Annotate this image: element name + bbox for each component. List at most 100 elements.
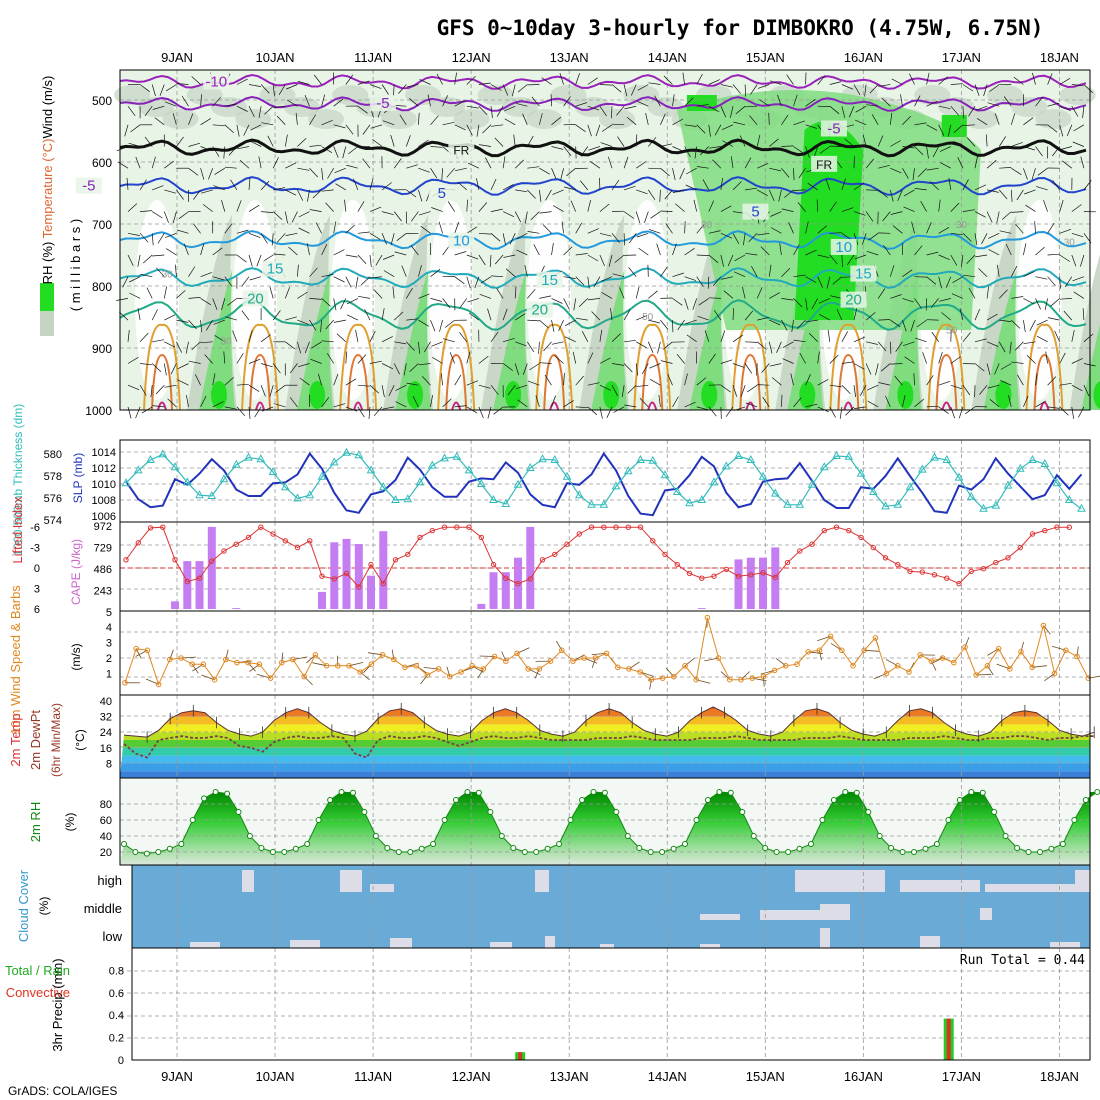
wind-barb bbox=[151, 363, 162, 372]
wind-barb bbox=[1035, 276, 1048, 280]
bottom-date-axis: 9JAN 10JAN 11JAN 12JAN 13JAN 14JAN 15JAN 16JAN 1… bbox=[161, 1069, 1079, 1084]
thickness-marker bbox=[868, 486, 878, 495]
wind-barb bbox=[517, 84, 528, 93]
wind-barb bbox=[769, 319, 781, 326]
wind-barb bbox=[827, 329, 831, 342]
wind-barb bbox=[950, 105, 959, 116]
wind-speed-marker bbox=[995, 645, 1002, 652]
thickness-marker bbox=[611, 481, 621, 490]
wind-barb bbox=[345, 224, 355, 234]
cloud-high-bar bbox=[242, 870, 254, 892]
thickness-marker bbox=[293, 493, 302, 502]
wind-barb bbox=[686, 334, 697, 343]
wind-barb bbox=[224, 223, 233, 234]
wind-barb bbox=[704, 330, 710, 342]
wind-barb bbox=[781, 394, 783, 407]
wind-barb bbox=[648, 167, 661, 170]
wind-barb bbox=[1059, 105, 1071, 112]
thickness-marker bbox=[219, 474, 229, 483]
wind-barb bbox=[739, 135, 746, 147]
wind-barb bbox=[241, 276, 250, 287]
wind-barb bbox=[165, 101, 177, 107]
wind-barb bbox=[164, 384, 177, 388]
wind-barb bbox=[563, 276, 576, 279]
wind-barb bbox=[950, 384, 963, 390]
wind-barb bbox=[454, 72, 457, 85]
wind-barb bbox=[563, 146, 572, 157]
rh-contour-max bbox=[799, 381, 816, 409]
cloud-low-bar bbox=[600, 944, 614, 948]
wind-barb bbox=[1071, 84, 1084, 87]
wind-barb bbox=[418, 293, 430, 299]
wind-barb bbox=[181, 95, 189, 107]
wind-barb bbox=[672, 168, 676, 180]
wind-barb bbox=[418, 112, 420, 125]
rh-contour-max bbox=[995, 381, 1012, 409]
wind-barb bbox=[1029, 319, 1036, 331]
wind-barb bbox=[272, 363, 281, 374]
y-tick-label: 0 bbox=[118, 1055, 124, 1067]
lifted-index-marker bbox=[944, 575, 950, 581]
date-label: 17JAN bbox=[942, 50, 981, 65]
wind-barb bbox=[580, 146, 589, 157]
cloud-middle-bar bbox=[980, 908, 992, 920]
wind-barb bbox=[317, 373, 322, 386]
wind-barb bbox=[527, 380, 540, 386]
wind-barb bbox=[619, 287, 625, 299]
isotherm-label: -5 bbox=[376, 95, 389, 112]
wind-barb bbox=[454, 276, 465, 285]
wind-barb bbox=[455, 167, 467, 172]
wind-speed-marker bbox=[200, 661, 207, 668]
wind-barb bbox=[611, 363, 624, 366]
wind-barb bbox=[649, 378, 661, 386]
wind-barb bbox=[412, 396, 419, 408]
isotherm-25 bbox=[633, 323, 672, 411]
rh-marker bbox=[258, 845, 265, 851]
cape-bar bbox=[477, 603, 486, 609]
wind-barb bbox=[612, 123, 625, 126]
wind-barb bbox=[1023, 117, 1034, 126]
rh-marker bbox=[132, 849, 139, 855]
wind-barb bbox=[684, 276, 697, 281]
isotherm-label: 15 bbox=[541, 272, 558, 289]
wind-barb bbox=[333, 221, 337, 234]
wind-barb bbox=[744, 157, 752, 169]
wind-barb bbox=[406, 189, 417, 198]
upper-air-ylabel-part: Temperature (°C) bbox=[40, 139, 55, 239]
rh-contour-label: 30 bbox=[701, 220, 713, 231]
wind-barb bbox=[684, 97, 694, 107]
rh-marker bbox=[933, 841, 940, 847]
wind-barb bbox=[321, 274, 334, 278]
cloud-high-bar bbox=[900, 880, 980, 892]
wind-barb bbox=[538, 341, 540, 354]
wind-barb bbox=[369, 206, 382, 212]
wind-speed-marker bbox=[379, 652, 386, 658]
wind-barb bbox=[295, 112, 298, 125]
wind-barb bbox=[191, 76, 201, 85]
wind-barb bbox=[360, 276, 371, 286]
wind-barb bbox=[223, 146, 226, 159]
wind-barb bbox=[649, 363, 661, 369]
wind-barb bbox=[128, 142, 141, 147]
wind-barb bbox=[1023, 320, 1026, 333]
wind-barb bbox=[564, 319, 576, 327]
wind-barb bbox=[395, 384, 407, 391]
wind-speed-marker bbox=[335, 663, 341, 669]
wind-barb bbox=[496, 288, 504, 299]
wind-barb bbox=[267, 135, 274, 147]
rh-marker bbox=[372, 833, 379, 839]
y-tick-label: 5 bbox=[106, 607, 112, 619]
lifted-index-marker bbox=[343, 570, 350, 577]
wind-barb bbox=[777, 94, 782, 107]
rh-marker bbox=[178, 841, 185, 847]
wind-barb bbox=[793, 298, 803, 308]
lifted-index-marker bbox=[735, 573, 742, 579]
thickness-marker bbox=[1003, 480, 1013, 489]
wind-barb bbox=[373, 406, 383, 417]
wind-barb bbox=[829, 254, 838, 265]
wind-barb bbox=[333, 319, 346, 323]
wind-barb bbox=[1082, 308, 1085, 321]
rh-marker bbox=[853, 789, 860, 796]
wind-barb bbox=[635, 286, 640, 299]
wind-barb bbox=[998, 189, 1008, 200]
